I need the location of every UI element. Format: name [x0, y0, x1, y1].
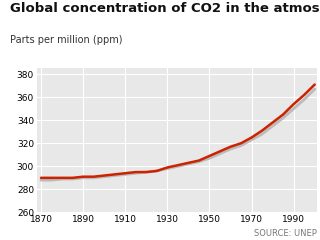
Text: Parts per million (ppm): Parts per million (ppm) — [10, 35, 122, 45]
Text: SOURCE: UNEP: SOURCE: UNEP — [254, 228, 317, 238]
Text: Global concentration of CO2 in the atmosphere: Global concentration of CO2 in the atmos… — [10, 2, 320, 15]
